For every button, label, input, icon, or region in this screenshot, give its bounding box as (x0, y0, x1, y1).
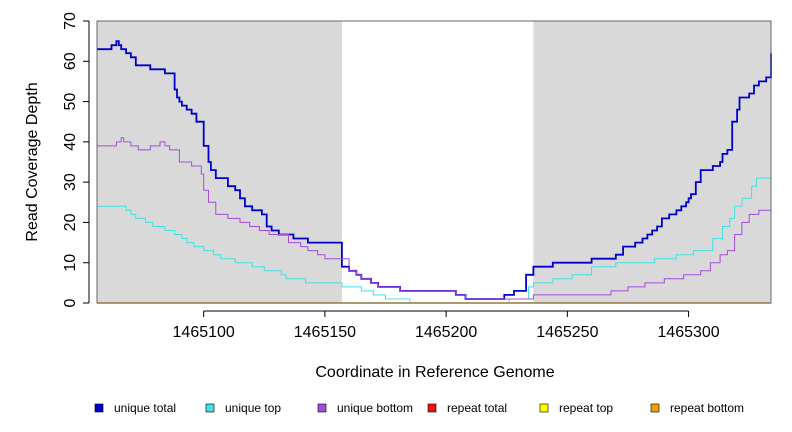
shaded-regions (97, 21, 771, 303)
legend-swatch (539, 403, 549, 413)
y-axis-label: Read Coverage Depth (24, 82, 41, 241)
x-axis-label: Coordinate in Reference Genome (315, 364, 554, 381)
y-tick-label: 60 (62, 52, 79, 70)
legend-label: unique top (225, 401, 281, 415)
y-tick-label: 40 (62, 133, 79, 151)
x-tick-label: 1465100 (173, 324, 235, 341)
series-unique-top (97, 153, 772, 304)
y-tick-label: 20 (62, 213, 79, 231)
y-tick-label: 0 (62, 298, 79, 307)
shaded-region-1 (97, 21, 342, 303)
legend-label: repeat top (559, 401, 613, 415)
x-tick-label: 1465150 (294, 324, 356, 341)
plot-frame (96, 20, 772, 304)
legend-swatch (317, 403, 327, 413)
legend-swatch (94, 403, 104, 413)
y-axis: 0 10 20 30 40 50 60 70 (62, 12, 90, 307)
y-tick-label: 30 (62, 173, 79, 191)
y-tick-label: 50 (62, 93, 79, 111)
x-tick-label: 1465300 (657, 324, 719, 341)
shaded-region-2 (533, 21, 771, 303)
legend-swatch (205, 403, 215, 413)
legend-swatch (427, 403, 437, 413)
legend-label: repeat total (447, 401, 507, 415)
legend-label: unique bottom (337, 401, 413, 415)
series-unique-bottom (97, 137, 772, 300)
legend-label: repeat bottom (670, 401, 744, 415)
legend-swatch (650, 403, 660, 413)
y-tick-label: 70 (62, 12, 79, 30)
legend: unique total unique top unique bottom repea… (94, 401, 744, 415)
x-tick-label: 1465250 (536, 324, 598, 341)
x-tick-label: 1465200 (415, 324, 477, 341)
y-tick-label: 10 (62, 254, 79, 272)
x-axis: 1465100 1465150 1465200 1465250 1465300 (173, 310, 720, 341)
legend-label: unique total (114, 401, 176, 415)
